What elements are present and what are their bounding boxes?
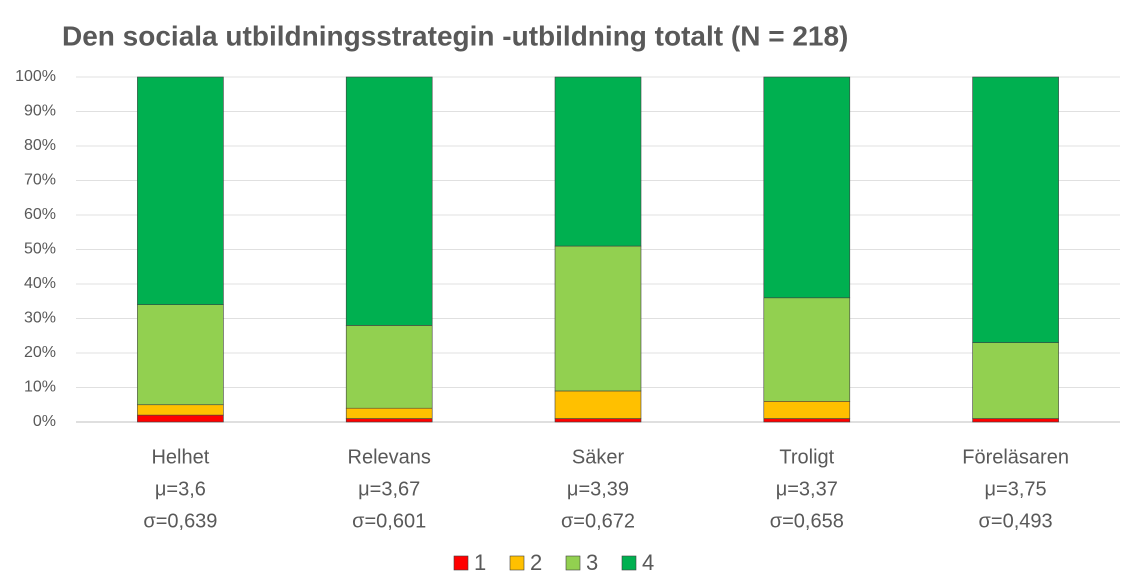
x-tick-label: σ=0,672: [561, 510, 635, 532]
bar-segment: [345, 407, 433, 419]
bar-segment: [137, 414, 224, 423]
bar-segment: [763, 76, 851, 299]
bar-segment: [345, 418, 433, 423]
y-tick-label: 0%: [33, 413, 56, 430]
x-tick-label: Föreläsaren: [962, 446, 1069, 468]
y-tick-label: 90%: [24, 103, 56, 120]
x-tick-label: μ=3,6: [155, 478, 206, 500]
x-tick-label: μ=3,67: [358, 478, 420, 500]
y-tick-label: 100%: [15, 68, 56, 85]
legend-swatch: [565, 555, 581, 571]
legend-label: 4: [642, 550, 654, 575]
y-tick-label: 50%: [24, 241, 56, 258]
bar-segment: [972, 342, 1059, 419]
chart-title: Den sociala utbildningsstrategin -utbild…: [62, 20, 848, 51]
bar-segment: [972, 76, 1059, 343]
x-tick-label: σ=0,639: [143, 510, 217, 532]
x-tick-label: μ=3,39: [567, 478, 629, 500]
legend-swatch: [509, 555, 525, 571]
y-tick-label: 60%: [24, 206, 56, 223]
bar-segment: [137, 304, 224, 406]
y-tick-label: 30%: [24, 310, 56, 327]
bar-segment: [554, 245, 642, 392]
bar-segment: [137, 76, 224, 305]
bar-segment: [972, 418, 1059, 423]
y-tick-label: 20%: [24, 344, 56, 361]
bar-segment: [345, 325, 433, 409]
x-tick-label: Säker: [572, 446, 625, 468]
x-tick-label: σ=0,658: [770, 510, 844, 532]
x-tick-label: Troligt: [779, 446, 834, 468]
bar-segment: [763, 418, 851, 423]
x-tick-label: Helhet: [151, 446, 209, 468]
legend-swatch: [453, 555, 469, 571]
x-tick-label: μ=3,75: [985, 478, 1047, 500]
x-tick-label: σ=0,601: [352, 510, 426, 532]
x-tick-label: Relevans: [348, 446, 431, 468]
y-tick-label: 80%: [24, 137, 56, 154]
legend-label: 1: [474, 550, 486, 575]
bar-segment: [554, 390, 642, 419]
legend-swatch: [621, 555, 637, 571]
y-tick-label: 70%: [24, 172, 56, 189]
legend-label: 2: [530, 550, 542, 575]
bar-segment: [763, 297, 851, 402]
bar-segment: [345, 76, 433, 326]
y-tick-label: 10%: [24, 379, 56, 396]
x-tick-label: μ=3,37: [776, 478, 838, 500]
legend-label: 3: [586, 550, 598, 575]
bar-segment: [554, 418, 642, 423]
y-tick-label: 40%: [24, 275, 56, 292]
bar-segment: [763, 400, 851, 419]
x-tick-label: σ=0,493: [979, 510, 1053, 532]
bar-segment: [554, 76, 642, 247]
bar-segment: [137, 404, 224, 416]
